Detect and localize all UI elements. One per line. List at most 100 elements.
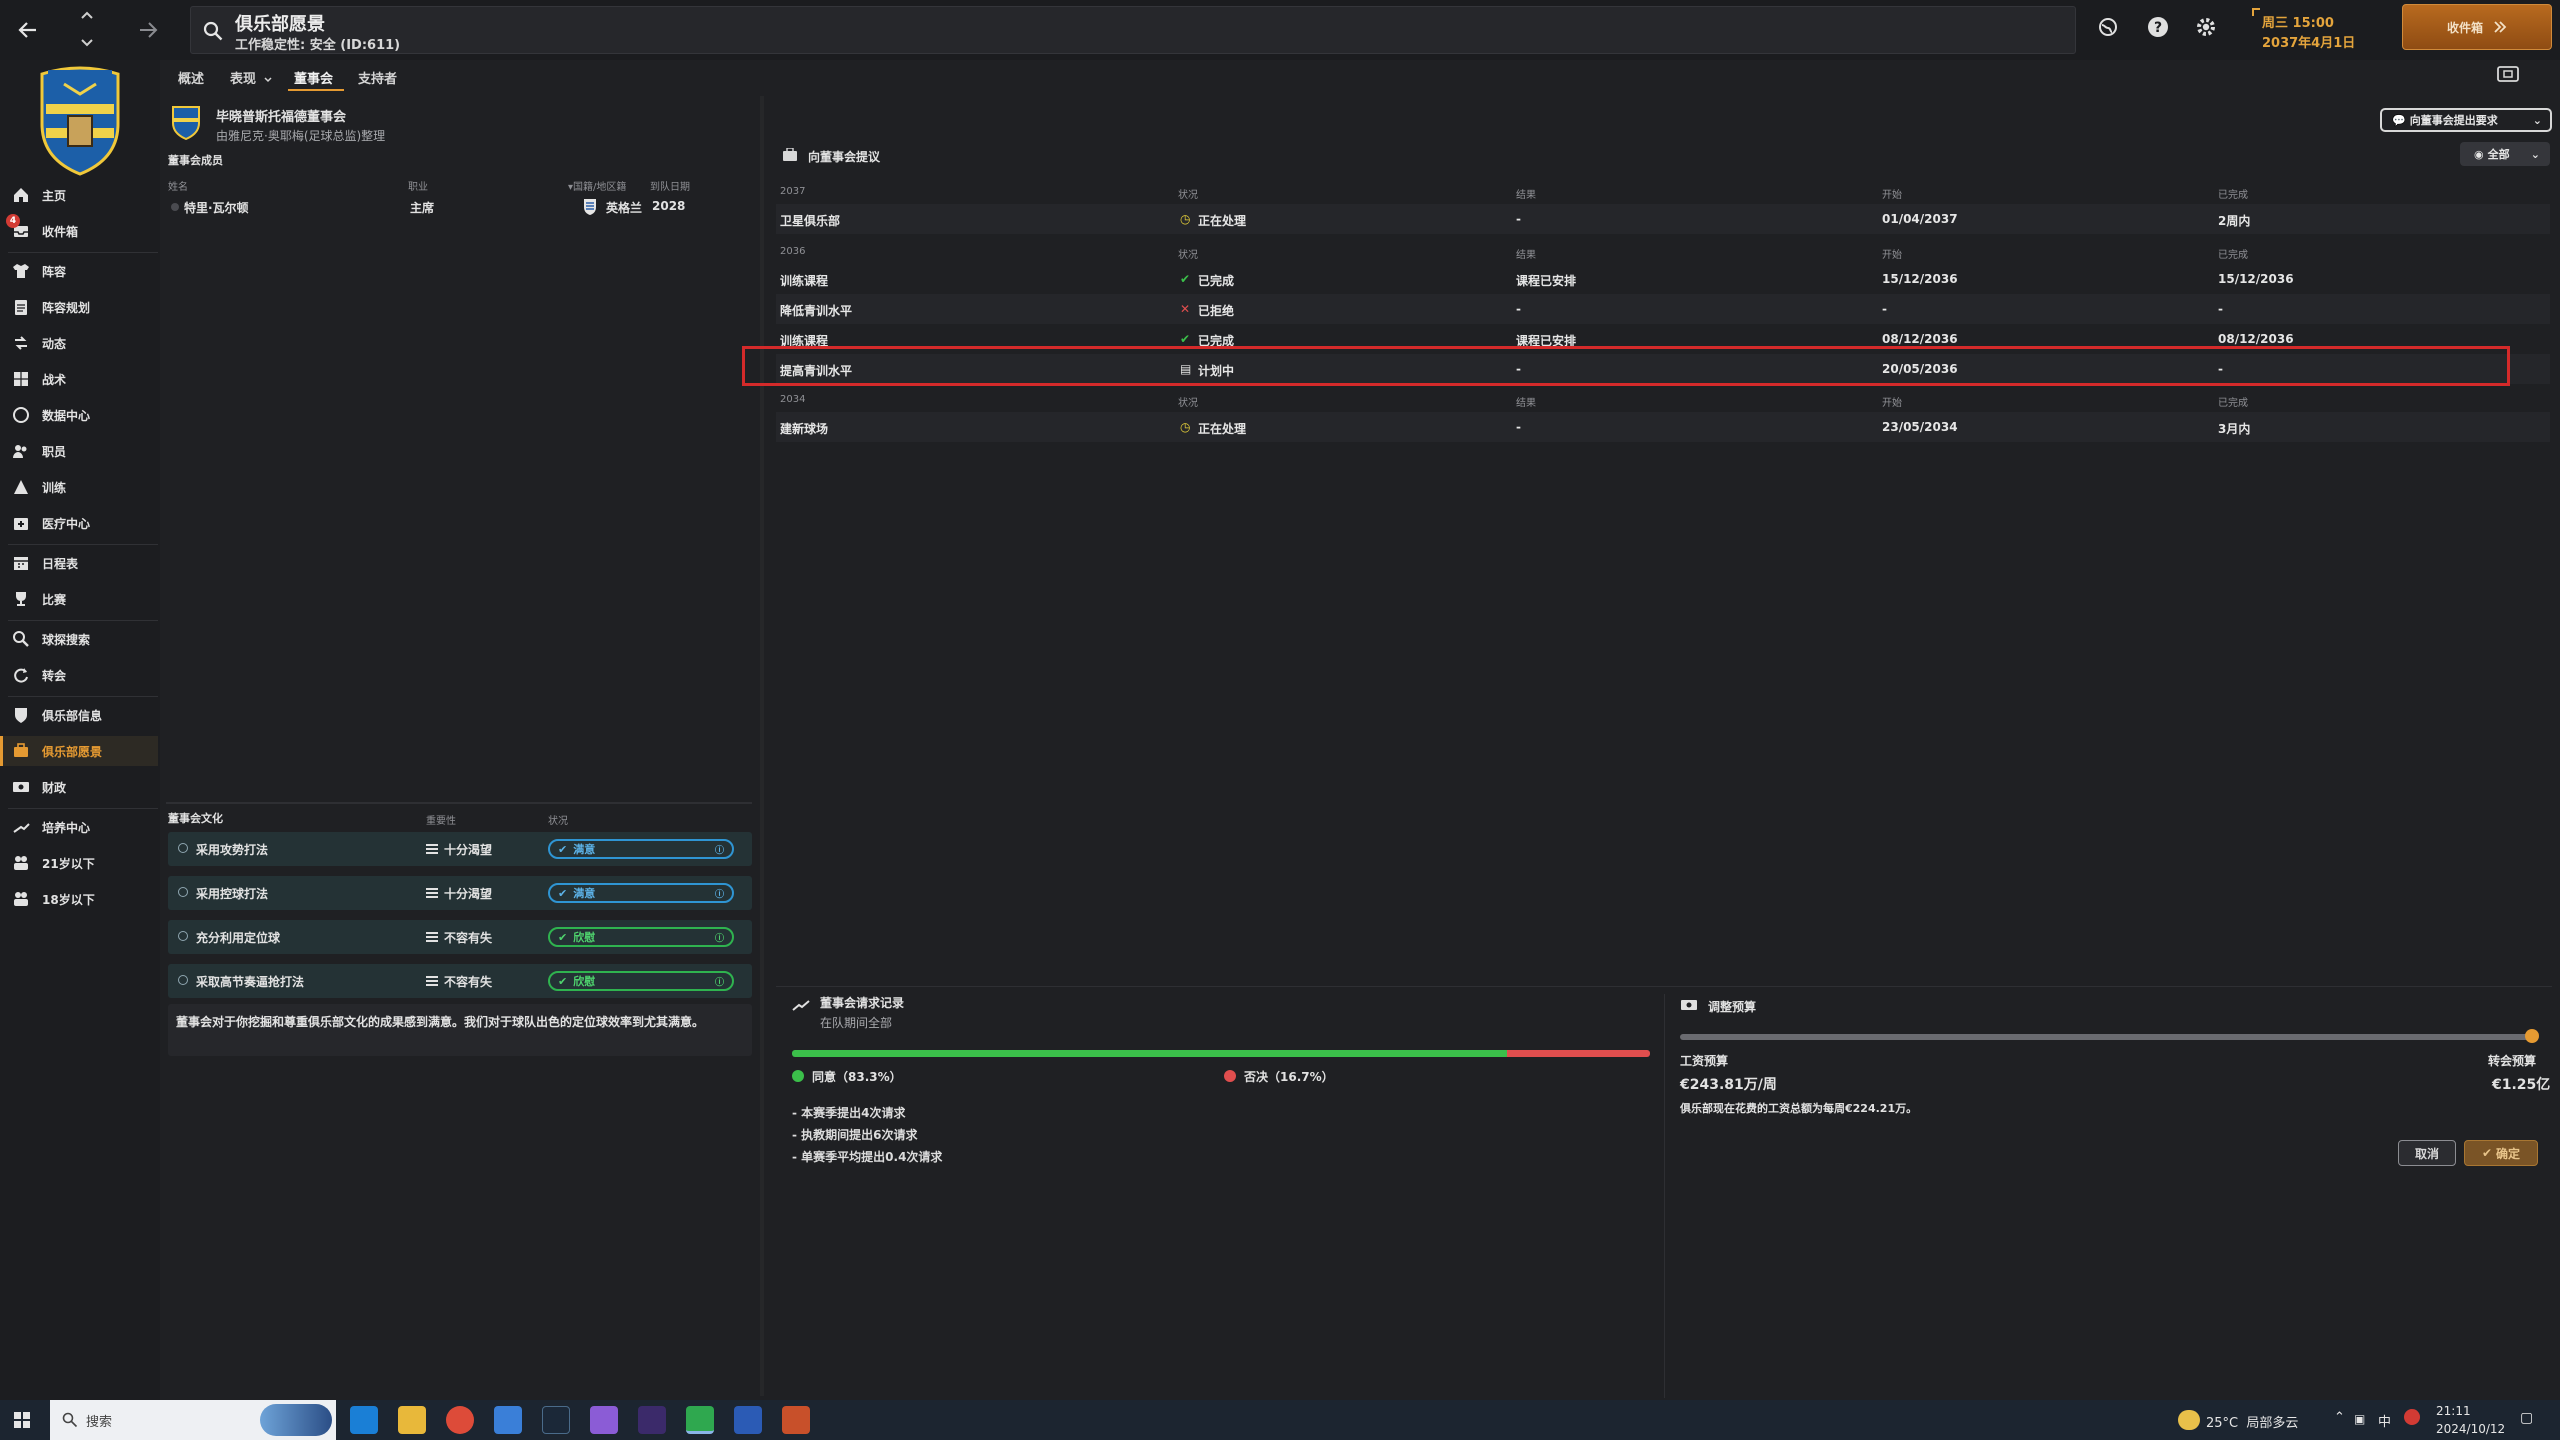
culture-row[interactable]: 采用控球打法 十分渴望 ✔ 满意 ⓘ: [168, 876, 752, 910]
sidebar-item-u21[interactable]: 21岁以下: [0, 848, 158, 878]
sidebar-item-inbox[interactable]: 4 收件箱: [0, 214, 158, 246]
continue-button[interactable]: 收件箱: [2402, 4, 2552, 50]
culture-importance: 十分渴望: [444, 843, 493, 857]
weather-text[interactable]: 25°C 局部多云: [2206, 1416, 2299, 1431]
col-name-header[interactable]: 姓名: [168, 182, 188, 193]
forward-button[interactable]: [128, 10, 168, 50]
table-row[interactable]: 提高青训水平 ▤ 计划中 - 20/05/2036 -: [776, 354, 2550, 384]
confirm-button[interactable]: ✔ 确定: [2464, 1140, 2538, 1166]
camera-icon: [2497, 66, 2519, 82]
culture-row[interactable]: 采用攻势打法 十分渴望 ✔ 满意 ⓘ: [168, 832, 752, 866]
culture-importance: 十分渴望: [444, 887, 493, 901]
app-icon[interactable]: [782, 1406, 810, 1434]
app-icon[interactable]: [590, 1406, 618, 1434]
divider: [8, 252, 158, 253]
table-row[interactable]: 特里·瓦尔顿 主席 英格兰 2028: [166, 196, 752, 218]
budget-slider-track[interactable]: [1680, 1034, 2532, 1040]
tab-board[interactable]: 董事会: [294, 72, 334, 87]
clock-time[interactable]: 21:11: [2436, 1404, 2471, 1418]
col-since-header[interactable]: 到队日期: [650, 182, 690, 193]
date-line-1: 周三 15:00: [2262, 16, 2334, 31]
importance-icon: [426, 976, 438, 986]
tab-overview[interactable]: 概述: [178, 72, 205, 87]
filter-dropdown[interactable]: ◉ 全部 ⌄: [2460, 142, 2550, 166]
wechat-icon[interactable]: [686, 1406, 714, 1434]
settings-button[interactable]: [2194, 15, 2222, 43]
thumb-icon: ✔: [558, 930, 568, 944]
back-button[interactable]: [8, 10, 48, 50]
sidebar-item-training[interactable]: 训练: [0, 472, 158, 502]
app-icon[interactable]: [494, 1406, 522, 1434]
sidebar-item-squad[interactable]: 阵容: [0, 256, 158, 286]
chevron-up-icon: [81, 11, 93, 19]
club-crest[interactable]: [34, 64, 126, 176]
help-icon: ?: [2148, 17, 2168, 37]
sidebar-item-finances[interactable]: 财政: [0, 772, 158, 802]
sidebar-item-label: 比赛: [42, 592, 67, 607]
col-role-header[interactable]: 职业: [408, 182, 428, 193]
tab-supporters[interactable]: 支持者: [358, 72, 398, 87]
table-row[interactable]: 训练课程 ✔ 已完成 课程已安排 08/12/2036 08/12/2036: [776, 324, 2550, 354]
chrome-icon[interactable]: [446, 1406, 474, 1434]
request-start: 01/04/2037: [1882, 212, 1958, 226]
help-button[interactable]: ?: [2146, 15, 2174, 43]
col-start: 开始: [1882, 398, 1902, 409]
sidebar-item-medical[interactable]: 医疗中心: [0, 508, 158, 538]
col-done: 已完成: [2218, 250, 2248, 261]
sidebar-item-home[interactable]: 主页: [0, 180, 158, 210]
sidebar-item-club-vision[interactable]: 俱乐部愿景: [0, 736, 158, 766]
app-tray-icon[interactable]: [2404, 1409, 2420, 1425]
network-icon[interactable]: ▣: [2354, 1412, 2366, 1426]
col-result: 结果: [1516, 250, 1536, 261]
sidebar-item-competitions[interactable]: 比赛: [0, 584, 158, 614]
status-pill: ✔ 欣慰 ⓘ: [548, 927, 734, 947]
divider: [8, 620, 158, 621]
world-button[interactable]: [2096, 15, 2124, 43]
sidebar-item-scouting[interactable]: 球探搜索: [0, 624, 158, 654]
sidebar-item-u18[interactable]: 18岁以下: [0, 884, 158, 914]
col-nation-header[interactable]: ▾国籍/地区籍: [568, 178, 626, 193]
staff-icon: [10, 440, 32, 462]
table-row[interactable]: 建新球场 ◷ 正在处理 - 23/05/2034 3月内: [776, 412, 2550, 442]
tray-chevron-icon[interactable]: ⌃: [2334, 1410, 2345, 1425]
col-status: 状况: [1178, 250, 1198, 261]
sidebar-item-dynamics[interactable]: 动态: [0, 328, 158, 358]
cancel-button[interactable]: 取消: [2398, 1140, 2456, 1166]
scroll-up-button[interactable]: [68, 2, 106, 28]
steam-icon[interactable]: [542, 1406, 570, 1434]
taskbar-search[interactable]: 搜索: [50, 1400, 336, 1440]
table-row[interactable]: 降低青训水平 ✕ 已拒绝 - - -: [776, 294, 2550, 324]
make-request-button[interactable]: 💬 向董事会提出要求 ⌄: [2380, 108, 2552, 132]
sidebar-item-squad-planner[interactable]: 阵容规划: [0, 292, 158, 322]
info-icon: ⓘ: [714, 977, 724, 988]
sidebar-item-staff[interactable]: 职员: [0, 436, 158, 466]
notification-icon[interactable]: ▢: [2520, 1410, 2534, 1426]
sidebar-item-label: 阵容: [42, 264, 67, 279]
budget-icon: [1681, 1000, 1697, 1010]
file-explorer-icon[interactable]: [398, 1406, 426, 1434]
ime-indicator[interactable]: 中: [2378, 1415, 2392, 1430]
edge-icon[interactable]: [350, 1406, 378, 1434]
budget-slider-knob[interactable]: [2525, 1029, 2539, 1043]
sidebar-item-club-info[interactable]: 俱乐部信息: [0, 700, 158, 730]
fm24-icon[interactable]: [638, 1406, 666, 1434]
clock-date[interactable]: 2024/10/12: [2436, 1422, 2506, 1436]
sidebar-item-development[interactable]: 培养中心: [0, 812, 158, 842]
culture-row[interactable]: 采取高节奏逼抢打法 不容有失 ✔ 欣慰 ⓘ: [168, 964, 752, 998]
sidebar-item-tactics[interactable]: 战术: [0, 364, 158, 394]
clock-icon: ◷: [1180, 212, 1191, 226]
sidebar-item-data-hub[interactable]: 数据中心: [0, 400, 158, 430]
scroll-down-button[interactable]: [68, 30, 106, 56]
search-box[interactable]: 俱乐部愿景 工作稳定性: 安全 (ID:611): [190, 6, 2076, 54]
sidebar-item-transfers[interactable]: 转会: [0, 660, 158, 690]
request-name: 建新球场: [780, 422, 829, 436]
table-row[interactable]: 训练课程 ✔ 已完成 课程已安排 15/12/2036 15/12/2036: [776, 264, 2550, 294]
screenshot-button[interactable]: [2496, 64, 2524, 88]
word-icon[interactable]: [734, 1406, 762, 1434]
tab-performance[interactable]: 表现: [230, 68, 272, 87]
culture-row[interactable]: 充分利用定位球 不容有失 ✔ 欣慰 ⓘ: [168, 920, 752, 954]
sidebar-item-schedule[interactable]: 日程表: [0, 548, 158, 578]
history-subtitle: 在队期间全部: [820, 1016, 893, 1030]
game-datetime[interactable]: 周三 15:00 2037年4月1日: [2252, 8, 2382, 52]
table-row[interactable]: 卫星俱乐部 ◷ 正在处理 - 01/04/2037 2周内: [776, 204, 2550, 234]
